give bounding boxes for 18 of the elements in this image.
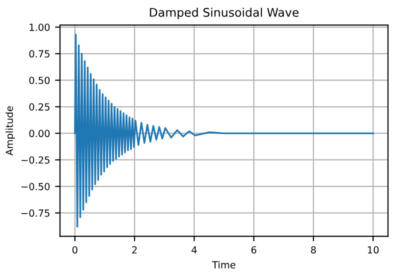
- y-tick-label: 0.75: [29, 50, 50, 58]
- y-tick-label: −0.75: [22, 209, 50, 217]
- chart-title: Damped Sinusoidal Wave: [150, 8, 299, 20]
- y-tick-label: 0.50: [29, 76, 50, 84]
- y-tick-label: 1.00: [30, 24, 50, 31]
- y-tick-label: −0.50: [22, 182, 50, 190]
- y-tick-label: 0.25: [29, 103, 50, 111]
- y-tick-label: −0.25: [22, 156, 50, 164]
- x-tick-label: 2: [132, 246, 137, 254]
- x-tick-label: 4: [192, 246, 197, 254]
- x-tick-label: 8: [311, 246, 316, 254]
- x-tick-label: 0: [72, 246, 78, 254]
- x-tick-label: 10: [368, 246, 379, 254]
- y-axis-title: Amplitude: [6, 106, 15, 156]
- y-tick-label: 0.00: [29, 130, 50, 138]
- x-tick-label: 6: [251, 246, 256, 254]
- x-axis-title: Time: [212, 260, 236, 269]
- line-series: [74, 34, 374, 228]
